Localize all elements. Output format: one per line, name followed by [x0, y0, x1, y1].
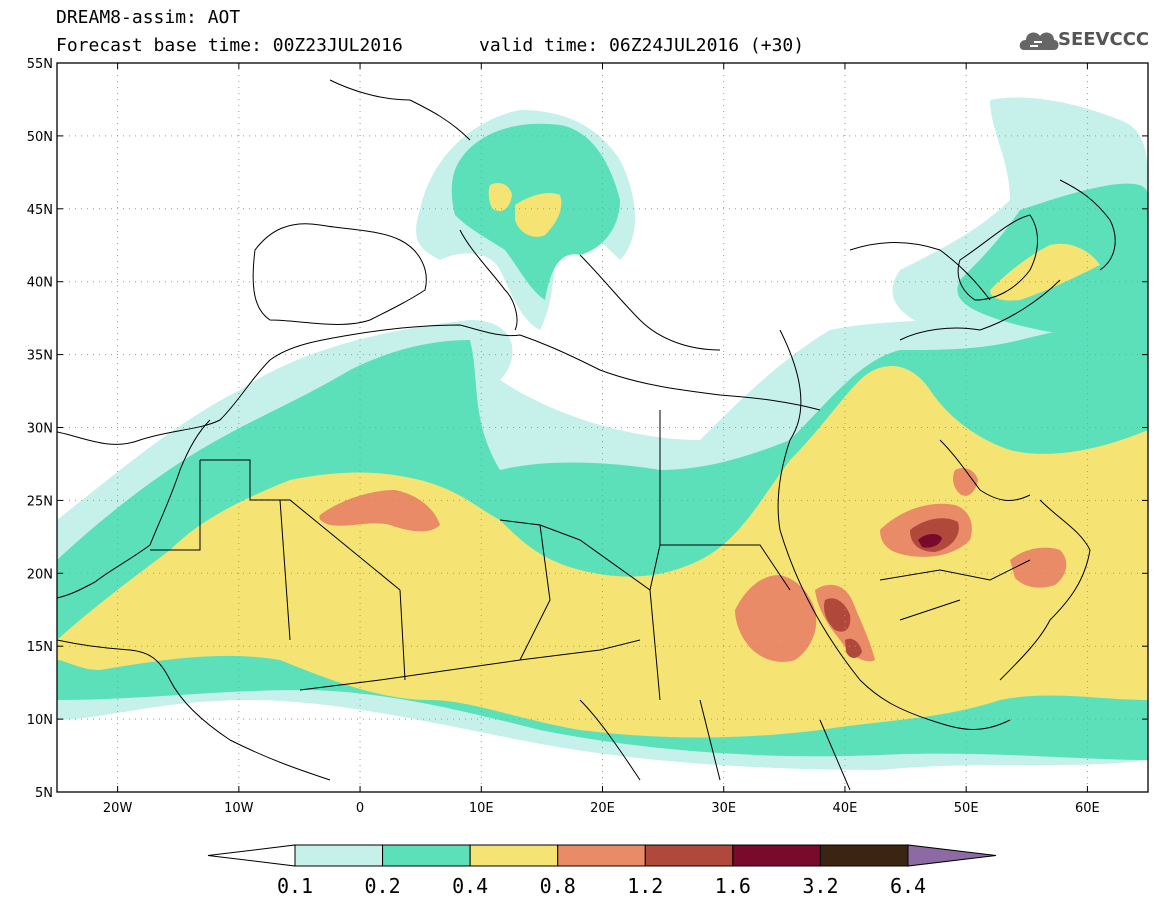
colorbar-low-arrow	[207, 844, 296, 867]
colorbar: 0.1 0.2 0.4 0.8 1.2 1.6 3.2 6.4	[207, 844, 997, 898]
valid-time: valid time: 06Z24JUL2016 (+30)	[479, 35, 805, 56]
colorbar-box	[469, 844, 559, 867]
coastlines-and-borders	[57, 79, 1116, 791]
colorbar-label: 1.6	[715, 874, 751, 898]
colorbar-high-arrow	[907, 844, 997, 867]
colorbar-box	[819, 844, 909, 867]
lon-tick-label: 0	[356, 801, 364, 816]
colorbar-label: 0.8	[540, 874, 576, 898]
plot-area	[57, 63, 1148, 792]
aot-field	[57, 97, 1148, 770]
lon-tick-label: 60E	[1075, 801, 1100, 816]
colorbar-label: 0.1	[277, 874, 313, 898]
lat-tick-label: 20N	[27, 567, 53, 582]
forecast-time-line: Forecast base time: 00Z23JUL2016 valid ti…	[56, 35, 804, 56]
lon-tick-label: 10W	[224, 801, 254, 816]
colorbar-label: 3.2	[802, 874, 838, 898]
colorbar-label: 1.2	[627, 874, 663, 898]
lat-tick-label: 30N	[27, 422, 53, 437]
colorbar-label: 6.4	[890, 874, 926, 898]
lat-tick-label: 5N	[35, 786, 53, 801]
lat-tick-label: 55N	[27, 57, 53, 72]
lat-tick-label: 25N	[27, 494, 53, 509]
colorbar-box	[294, 844, 384, 867]
logo-text: SEEVCCC	[1058, 29, 1150, 50]
lat-tick-label: 50N	[27, 130, 53, 145]
lon-tick-label: 10E	[469, 801, 494, 816]
lat-tick-label: 15N	[27, 640, 53, 655]
lat-tick-label: 45N	[27, 203, 53, 218]
lat-tick-label: 40N	[27, 276, 53, 291]
lon-tick-label: 20E	[590, 801, 615, 816]
colorbar-label: 0.4	[452, 874, 488, 898]
lon-tick-label: 30E	[711, 801, 736, 816]
colorbar-label: 0.2	[365, 874, 401, 898]
colorbar-box	[557, 844, 646, 867]
lon-tick-label: 40E	[833, 801, 858, 816]
colorbar-box	[732, 844, 821, 867]
cloud-icon	[1019, 32, 1059, 50]
lat-tick-label: 35N	[27, 349, 53, 364]
lat-tick-label: 10N	[27, 713, 53, 728]
base-time: Forecast base time: 00Z23JUL2016	[56, 35, 403, 56]
lon-tick-label: 20W	[103, 801, 133, 816]
latitude-labels: 55N 50N 45N 40N 35N 30N 25N 20N 15N 10N 5N	[27, 57, 1148, 801]
colorbar-box	[644, 844, 734, 867]
longitude-labels: 20W 10W 0 10E 20E 30E 40E 50E 60E	[103, 63, 1100, 816]
chart-title: DREAM8-assim: AOT	[56, 7, 241, 28]
lon-tick-label: 50E	[954, 801, 979, 816]
colorbar-box	[382, 844, 471, 867]
